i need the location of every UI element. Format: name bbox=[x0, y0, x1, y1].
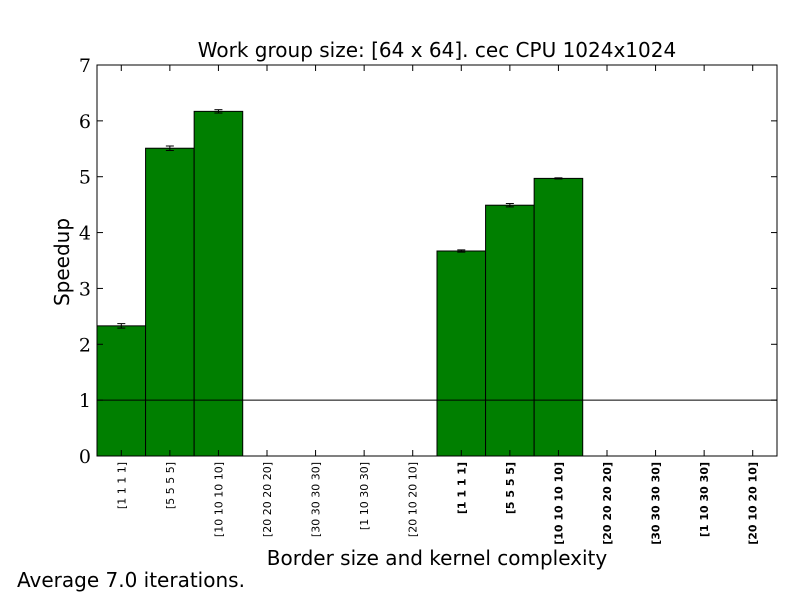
y-tick-label: 0 bbox=[79, 446, 91, 468]
bar bbox=[145, 147, 195, 457]
x-tick-label: [5 5 5 5] bbox=[504, 462, 517, 514]
plot-frame bbox=[96, 64, 778, 457]
bar bbox=[193, 110, 244, 457]
y-axis-label: Speedup bbox=[50, 217, 74, 307]
x-tick-label: [1 1 1 1] bbox=[115, 462, 128, 509]
x-tick-label: [30 30 30 30] bbox=[310, 462, 323, 537]
x-tick-label: [20 10 20 10] bbox=[747, 462, 760, 545]
x-axis-label: Border size and kernel complexity bbox=[266, 546, 608, 570]
bar bbox=[96, 325, 147, 457]
y-tick-label: 5 bbox=[79, 167, 91, 189]
footnote: Average 7.0 iterations. bbox=[17, 568, 245, 592]
bar bbox=[533, 177, 584, 457]
x-tick-label: [1 1 1 1] bbox=[455, 462, 468, 514]
x-tick-label: [20 10 20 10] bbox=[407, 462, 420, 537]
chart-title: Work group size: [64 x 64]. cec CPU 1024… bbox=[197, 38, 677, 62]
x-tick-label: [30 30 30 30] bbox=[650, 462, 663, 545]
y-tick-label: 2 bbox=[79, 334, 91, 356]
x-tick-label: [10 10 10 10] bbox=[552, 462, 565, 545]
x-tick-label: [20 20 20 20] bbox=[601, 462, 614, 545]
x-tick-label: [20 20 20 20] bbox=[261, 462, 274, 537]
x-tick-label: [1 10 30 30] bbox=[358, 462, 371, 530]
y-tick-label: 7 bbox=[79, 55, 91, 77]
bar bbox=[436, 250, 487, 457]
y-tick-label: 1 bbox=[79, 390, 91, 412]
x-tick-label: [1 10 30 30] bbox=[698, 462, 711, 537]
x-tick-label: [10 10 10 10] bbox=[212, 462, 225, 537]
x-tick-label: [5 5 5 5] bbox=[164, 462, 177, 509]
bar bbox=[485, 204, 535, 457]
y-tick-label: 4 bbox=[79, 223, 91, 245]
y-tick-label: 3 bbox=[79, 278, 91, 300]
y-tick-label: 6 bbox=[79, 111, 91, 133]
